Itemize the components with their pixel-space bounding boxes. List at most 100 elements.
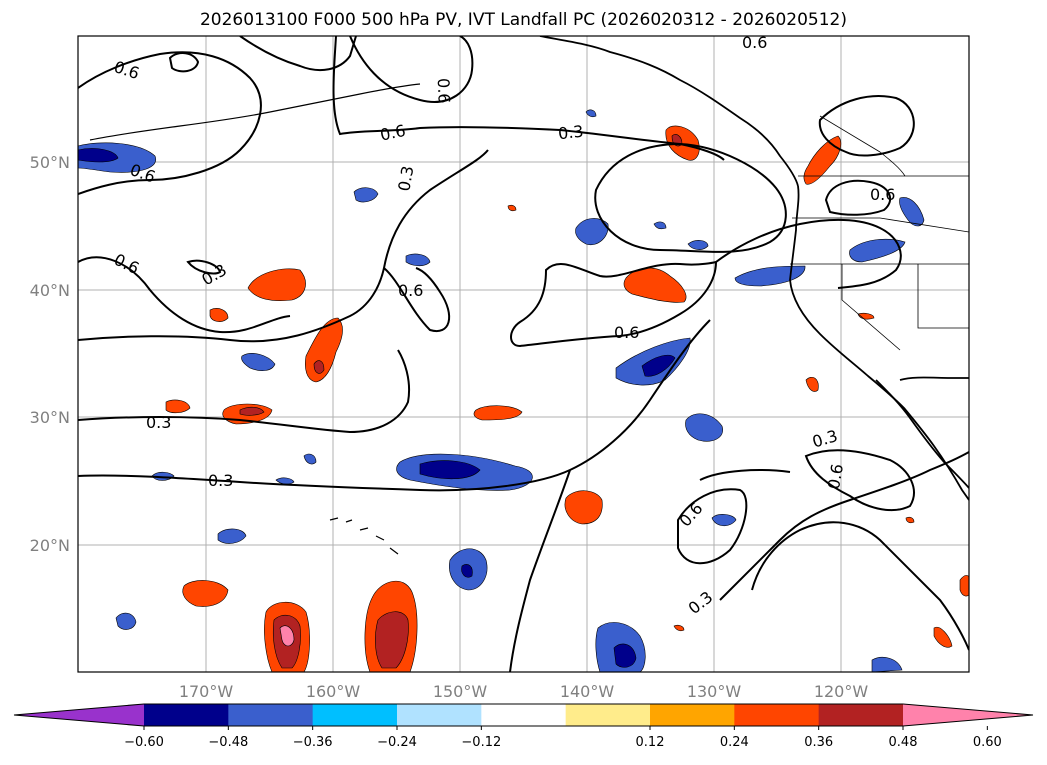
- neg-blob: [585, 109, 597, 118]
- neg-blob: [575, 218, 609, 246]
- contour-line: [239, 36, 357, 72]
- contour-line: [78, 319, 711, 492]
- pos-blob: [473, 405, 523, 421]
- contour-line: [510, 260, 718, 348]
- longitude-tick-labels: 170°W 160°W 150°W 140°W 130°W 120°W: [179, 682, 869, 701]
- contour-label: 0.6: [434, 78, 454, 104]
- neg-blob: [115, 612, 137, 630]
- pos-blob: [623, 267, 687, 303]
- state-border: [841, 264, 901, 351]
- contour-line: [824, 179, 892, 216]
- colorbar-tick-label: −0.60: [124, 735, 164, 750]
- neg-blob: [353, 187, 379, 203]
- contour-label: 0.3: [208, 471, 233, 490]
- neg-blob: [275, 477, 295, 485]
- colorbar-segment: [312, 704, 398, 726]
- neg-blob: [687, 240, 709, 250]
- colorbar-segment: [481, 704, 567, 726]
- contour-line: [677, 488, 748, 565]
- north-america-west-coast: [789, 185, 969, 501]
- pos-core: [375, 611, 409, 669]
- lon-tick-label: 130°W: [687, 682, 742, 701]
- pos-blob: [673, 624, 685, 632]
- colorbar-segment: [397, 704, 482, 726]
- baja-peninsula: [875, 379, 969, 489]
- neg-core: [419, 460, 481, 480]
- neg-blob: [217, 528, 247, 544]
- colorbar-segment: [818, 704, 904, 726]
- colorbar: −0.60 −0.48 −0.36 −0.24 −0.12 0.12 0.24 0.36 0.4…: [13, 703, 1034, 750]
- colorbar-tick-label: 0.48: [889, 735, 918, 750]
- neg-blob: [653, 221, 667, 230]
- contour-label: 0.3: [557, 122, 584, 144]
- political-borders: [790, 115, 969, 351]
- colorbar-tick-label: 0.24: [720, 735, 749, 750]
- colorbar-segment: [228, 704, 314, 726]
- colorbar-tick-label: 0.12: [636, 735, 665, 750]
- pos-blob: [507, 204, 517, 212]
- pv-contours: [78, 36, 969, 672]
- map-frame: [77, 35, 970, 673]
- pos-blob: [564, 490, 603, 525]
- hawaiian-islands: [329, 517, 399, 555]
- alaska-coast: [539, 36, 799, 187]
- neg-blob: [405, 253, 431, 267]
- contour-line: [168, 52, 200, 73]
- contour-line: [699, 469, 791, 481]
- neg-blob: [849, 238, 906, 263]
- neg-core: [461, 564, 473, 578]
- pos-blob: [959, 575, 969, 597]
- colorbar-extend-min: [14, 704, 144, 726]
- pos-blob: [805, 377, 819, 392]
- pos-blob: [182, 580, 229, 607]
- contour-label: 0.6: [742, 33, 767, 52]
- pos-peak: [279, 625, 295, 647]
- contour-line: [715, 218, 902, 289]
- bc-interior-border: [819, 115, 906, 177]
- contour-label: 0.6: [614, 323, 639, 342]
- coast-south: [899, 376, 969, 381]
- colorbar-segment: [650, 704, 735, 726]
- lat-tick-label: 30°N: [30, 408, 70, 427]
- pv-anomaly-fills: [78, 109, 969, 672]
- contour-label: 0.3: [394, 164, 417, 192]
- colorbar-tick-label: −0.48: [208, 735, 248, 750]
- contour-label: 0.6: [398, 281, 423, 300]
- pos-core: [239, 406, 265, 416]
- colorbar-extend-max: [903, 704, 1033, 726]
- pos-blob: [247, 268, 306, 301]
- lat-tick-label: 40°N: [30, 281, 70, 300]
- colorbar-tick-label: 0.36: [804, 735, 833, 750]
- lon-tick-label: 150°W: [433, 682, 488, 701]
- lon-tick-label: 120°W: [814, 682, 869, 701]
- contour-line: [78, 149, 489, 343]
- lat-tick-label: 50°N: [30, 153, 70, 172]
- lon-tick-label: 140°W: [560, 682, 615, 701]
- neg-blob: [871, 657, 903, 672]
- coastlines: [89, 36, 969, 555]
- colorbar-tick-label: −0.12: [461, 735, 501, 750]
- colorbar-tick-label: −0.24: [377, 735, 417, 750]
- pos-blob: [933, 626, 953, 648]
- lon-tick-label: 170°W: [179, 682, 234, 701]
- state-border: [917, 264, 969, 329]
- contour-line: [78, 349, 410, 434]
- neg-blob: [241, 353, 276, 371]
- neg-blob: [303, 453, 317, 465]
- colorbar-tick-label: 0.60: [973, 735, 1002, 750]
- contour-line: [509, 469, 571, 672]
- colorbar-segment: [565, 704, 651, 726]
- lat-tick-label: 20°N: [30, 536, 70, 555]
- neg-core: [613, 643, 637, 668]
- contour-line: [594, 142, 787, 253]
- contour-label: 0.3: [146, 413, 171, 432]
- contour-line: [751, 521, 969, 651]
- contour-label: 0.6: [824, 462, 847, 490]
- map-title: 2026013100 F000 500 hPa PV, IVT Landfall…: [199, 10, 847, 30]
- contour-label: 0.6: [870, 185, 895, 204]
- pos-core: [313, 360, 325, 374]
- map-background: [78, 36, 969, 672]
- pos-blob: [165, 399, 191, 414]
- state-border: [792, 217, 969, 233]
